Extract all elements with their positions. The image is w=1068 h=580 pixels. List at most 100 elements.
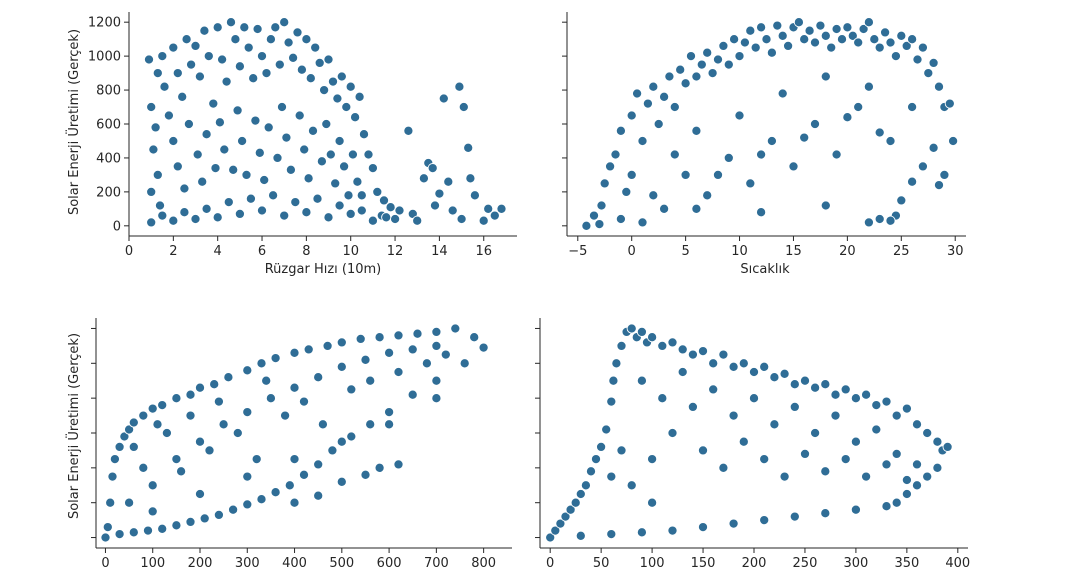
data-point [385,202,396,213]
data-point [912,54,923,65]
data-point [779,471,790,482]
data-point [223,372,234,383]
data-point [820,30,831,41]
data-point [330,178,341,189]
data-point [303,344,314,355]
data-point [657,340,668,351]
data-point [378,195,390,206]
data-point [393,366,404,378]
data-point [478,342,489,353]
data-point [199,513,210,524]
data-point [637,217,648,228]
data-point [336,476,347,487]
data-point [777,30,788,41]
data-point [390,213,401,225]
data-point [284,480,295,491]
data-point [820,200,831,211]
data-point [332,93,343,104]
y-tick-label: 600 [96,118,121,133]
data-point [163,110,174,121]
data-point [128,417,139,428]
data-point [190,40,201,51]
data-point [239,22,250,33]
data-point [245,193,256,204]
data-point [360,469,371,480]
data-point [150,122,161,133]
data-point [769,372,780,383]
data-point [384,419,395,430]
data-point [648,81,659,92]
data-point [718,349,729,360]
data-point [702,190,713,201]
x-tick-label: 0 [546,556,554,571]
x-tick-label: 2 [169,244,177,259]
data-point [911,419,923,430]
data-point [570,497,581,508]
y-ticks [91,327,96,539]
x-tick-label: 0 [101,556,109,571]
data-point [283,37,294,48]
data-point [901,40,912,51]
data-point [296,64,307,75]
data-point [334,200,345,211]
data-point [254,147,265,158]
data-point [820,379,831,390]
x-tick-label: 200 [742,556,767,571]
data-point [677,344,688,355]
data-point [168,135,179,147]
data-point [669,149,680,160]
data-point [347,149,358,160]
data-point [647,332,658,343]
x-tick-label: 500 [329,556,354,571]
x-tick-label: 6 [258,244,266,259]
data-point [346,384,357,395]
data-point [601,424,612,435]
data-point [799,34,810,45]
data-point [279,17,290,28]
data-point [427,163,438,174]
data-point [323,54,334,65]
data-point [234,61,245,72]
data-point [734,51,745,62]
data-point [881,501,892,512]
data-point [680,78,691,89]
data-point [874,127,885,138]
x-tick-label: 100 [640,556,665,571]
data-point [874,42,885,53]
data-point [218,419,229,430]
data-point [128,441,139,452]
x-tick-label: −5 [568,244,587,259]
data-point [463,142,474,153]
data-point [438,93,449,104]
data-point [312,193,323,204]
data-point [596,441,607,452]
data-point [360,354,371,365]
data-point [345,81,356,92]
data-point [861,471,872,482]
data-point [274,59,285,70]
x-tick-label: 400 [945,556,970,571]
data-point [354,91,365,102]
data-point [154,200,166,211]
data-point [194,71,205,82]
data-point [580,480,591,491]
data-point [696,59,707,70]
data-point [756,207,767,218]
data-point [242,471,253,482]
data-point [772,20,783,31]
data-point [928,57,939,68]
data-point [172,68,183,79]
data-point [739,37,750,48]
data-point [232,105,243,116]
data-point [256,205,268,216]
data-point [842,112,853,123]
data-point [691,125,702,136]
data-point [323,212,334,223]
data-point [626,169,637,180]
data-point [756,149,767,160]
data-point [680,169,691,180]
data-point [185,410,196,421]
y-ticks [535,327,540,539]
x-tick-label: 5 [681,244,689,259]
